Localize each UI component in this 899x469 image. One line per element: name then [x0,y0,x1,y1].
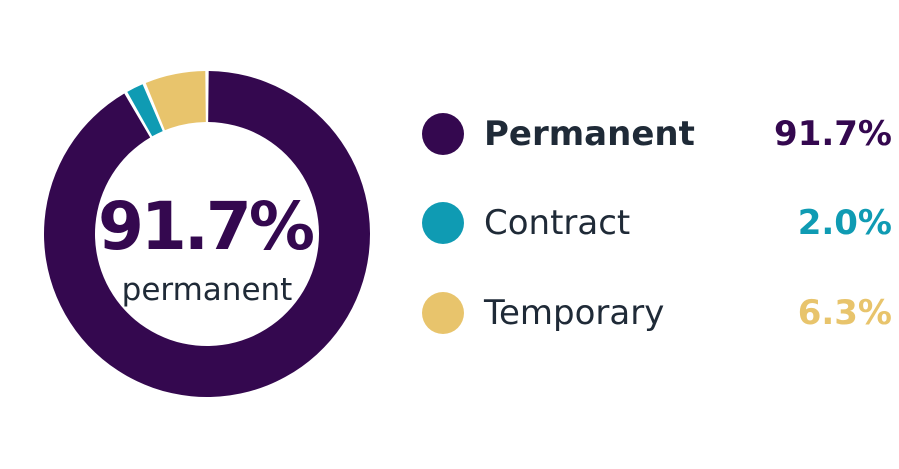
legend-value-permanent: 91.7% [774,114,892,154]
donut-slice-contract [127,84,163,137]
legend-item-permanent: Permanent 91.7% [422,109,892,159]
donut-slice-permanent [43,71,371,398]
donut-slices [43,71,371,398]
legend-swatch-temporary [422,292,464,334]
legend-swatch-contract [422,202,464,244]
legend-item-temporary: Temporary 6.3% [422,288,892,338]
legend-label-temporary: Temporary [484,293,665,333]
legend-value-contract: 2.0% [797,203,892,243]
legend-swatch-permanent [422,113,464,155]
donut-chart: 91.7% permanent [43,71,371,398]
legend-label-permanent: Permanent [484,114,695,154]
legend: Permanent 91.7% Contract 2.0% Temporary … [422,0,892,469]
donut-slice-temporary [145,71,206,131]
center-label: permanent [122,272,293,308]
legend-label-contract: Contract [484,203,631,243]
legend-value-temporary: 6.3% [797,293,892,333]
legend-item-contract: Contract 2.0% [422,198,892,248]
center-value: 91.7% [98,188,314,265]
